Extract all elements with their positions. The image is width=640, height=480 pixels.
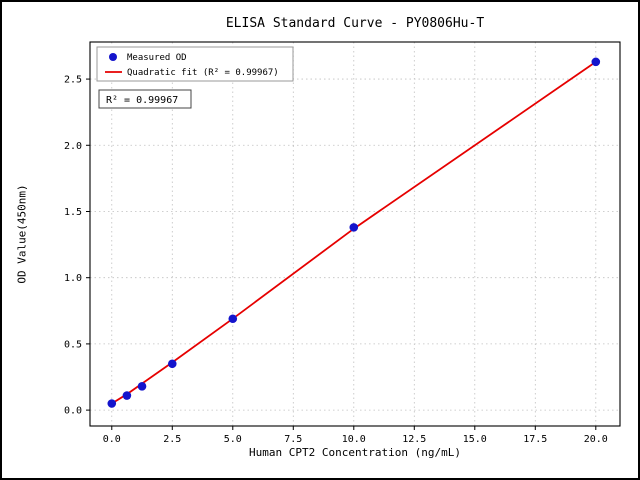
- x-tick-label: 12.5: [402, 434, 426, 445]
- x-tick-label: 0.0: [103, 434, 121, 445]
- y-tick-label: 2.5: [64, 75, 82, 86]
- r2-annotation-text: R² = 0.99967: [106, 95, 178, 106]
- x-tick-label: 2.5: [163, 434, 181, 445]
- legend-label-fit: Quadratic fit (R² = 0.99967): [127, 68, 279, 78]
- y-tick-label: 0.0: [64, 406, 82, 417]
- legend-box: [96, 46, 294, 82]
- x-tick-label: 7.5: [284, 434, 302, 445]
- chart-title: ELISA Standard Curve - PY0806Hu-T: [225, 16, 485, 31]
- data-point: [167, 359, 177, 369]
- fit-line: [111, 61, 597, 405]
- data-point: [107, 399, 117, 408]
- legend-label-measured: Measured OD: [127, 53, 187, 63]
- y-tick-label: 2.0: [64, 141, 82, 152]
- r2-annotation-box: [98, 89, 192, 109]
- data-point: [137, 381, 147, 391]
- y-tick-label: 0.5: [64, 339, 82, 350]
- data-point: [349, 223, 359, 232]
- x-tick-label: 5.0: [224, 434, 242, 445]
- x-tick-label: 17.5: [523, 434, 547, 445]
- y-tick-label: 1.5: [64, 207, 82, 218]
- y-tick-label: 1.0: [64, 273, 82, 284]
- x-tick-label: 15.0: [463, 434, 487, 445]
- data-point: [228, 314, 238, 324]
- legend-marker-measured-icon: [109, 53, 117, 61]
- data-point: [591, 57, 601, 67]
- x-axis-label: Human CPT2 Concentration (ng/mL): [249, 446, 461, 459]
- plot-border: [89, 41, 621, 427]
- x-tick-label: 20.0: [584, 434, 608, 445]
- data-point: [122, 391, 132, 400]
- x-tick-label: 10.0: [342, 434, 366, 445]
